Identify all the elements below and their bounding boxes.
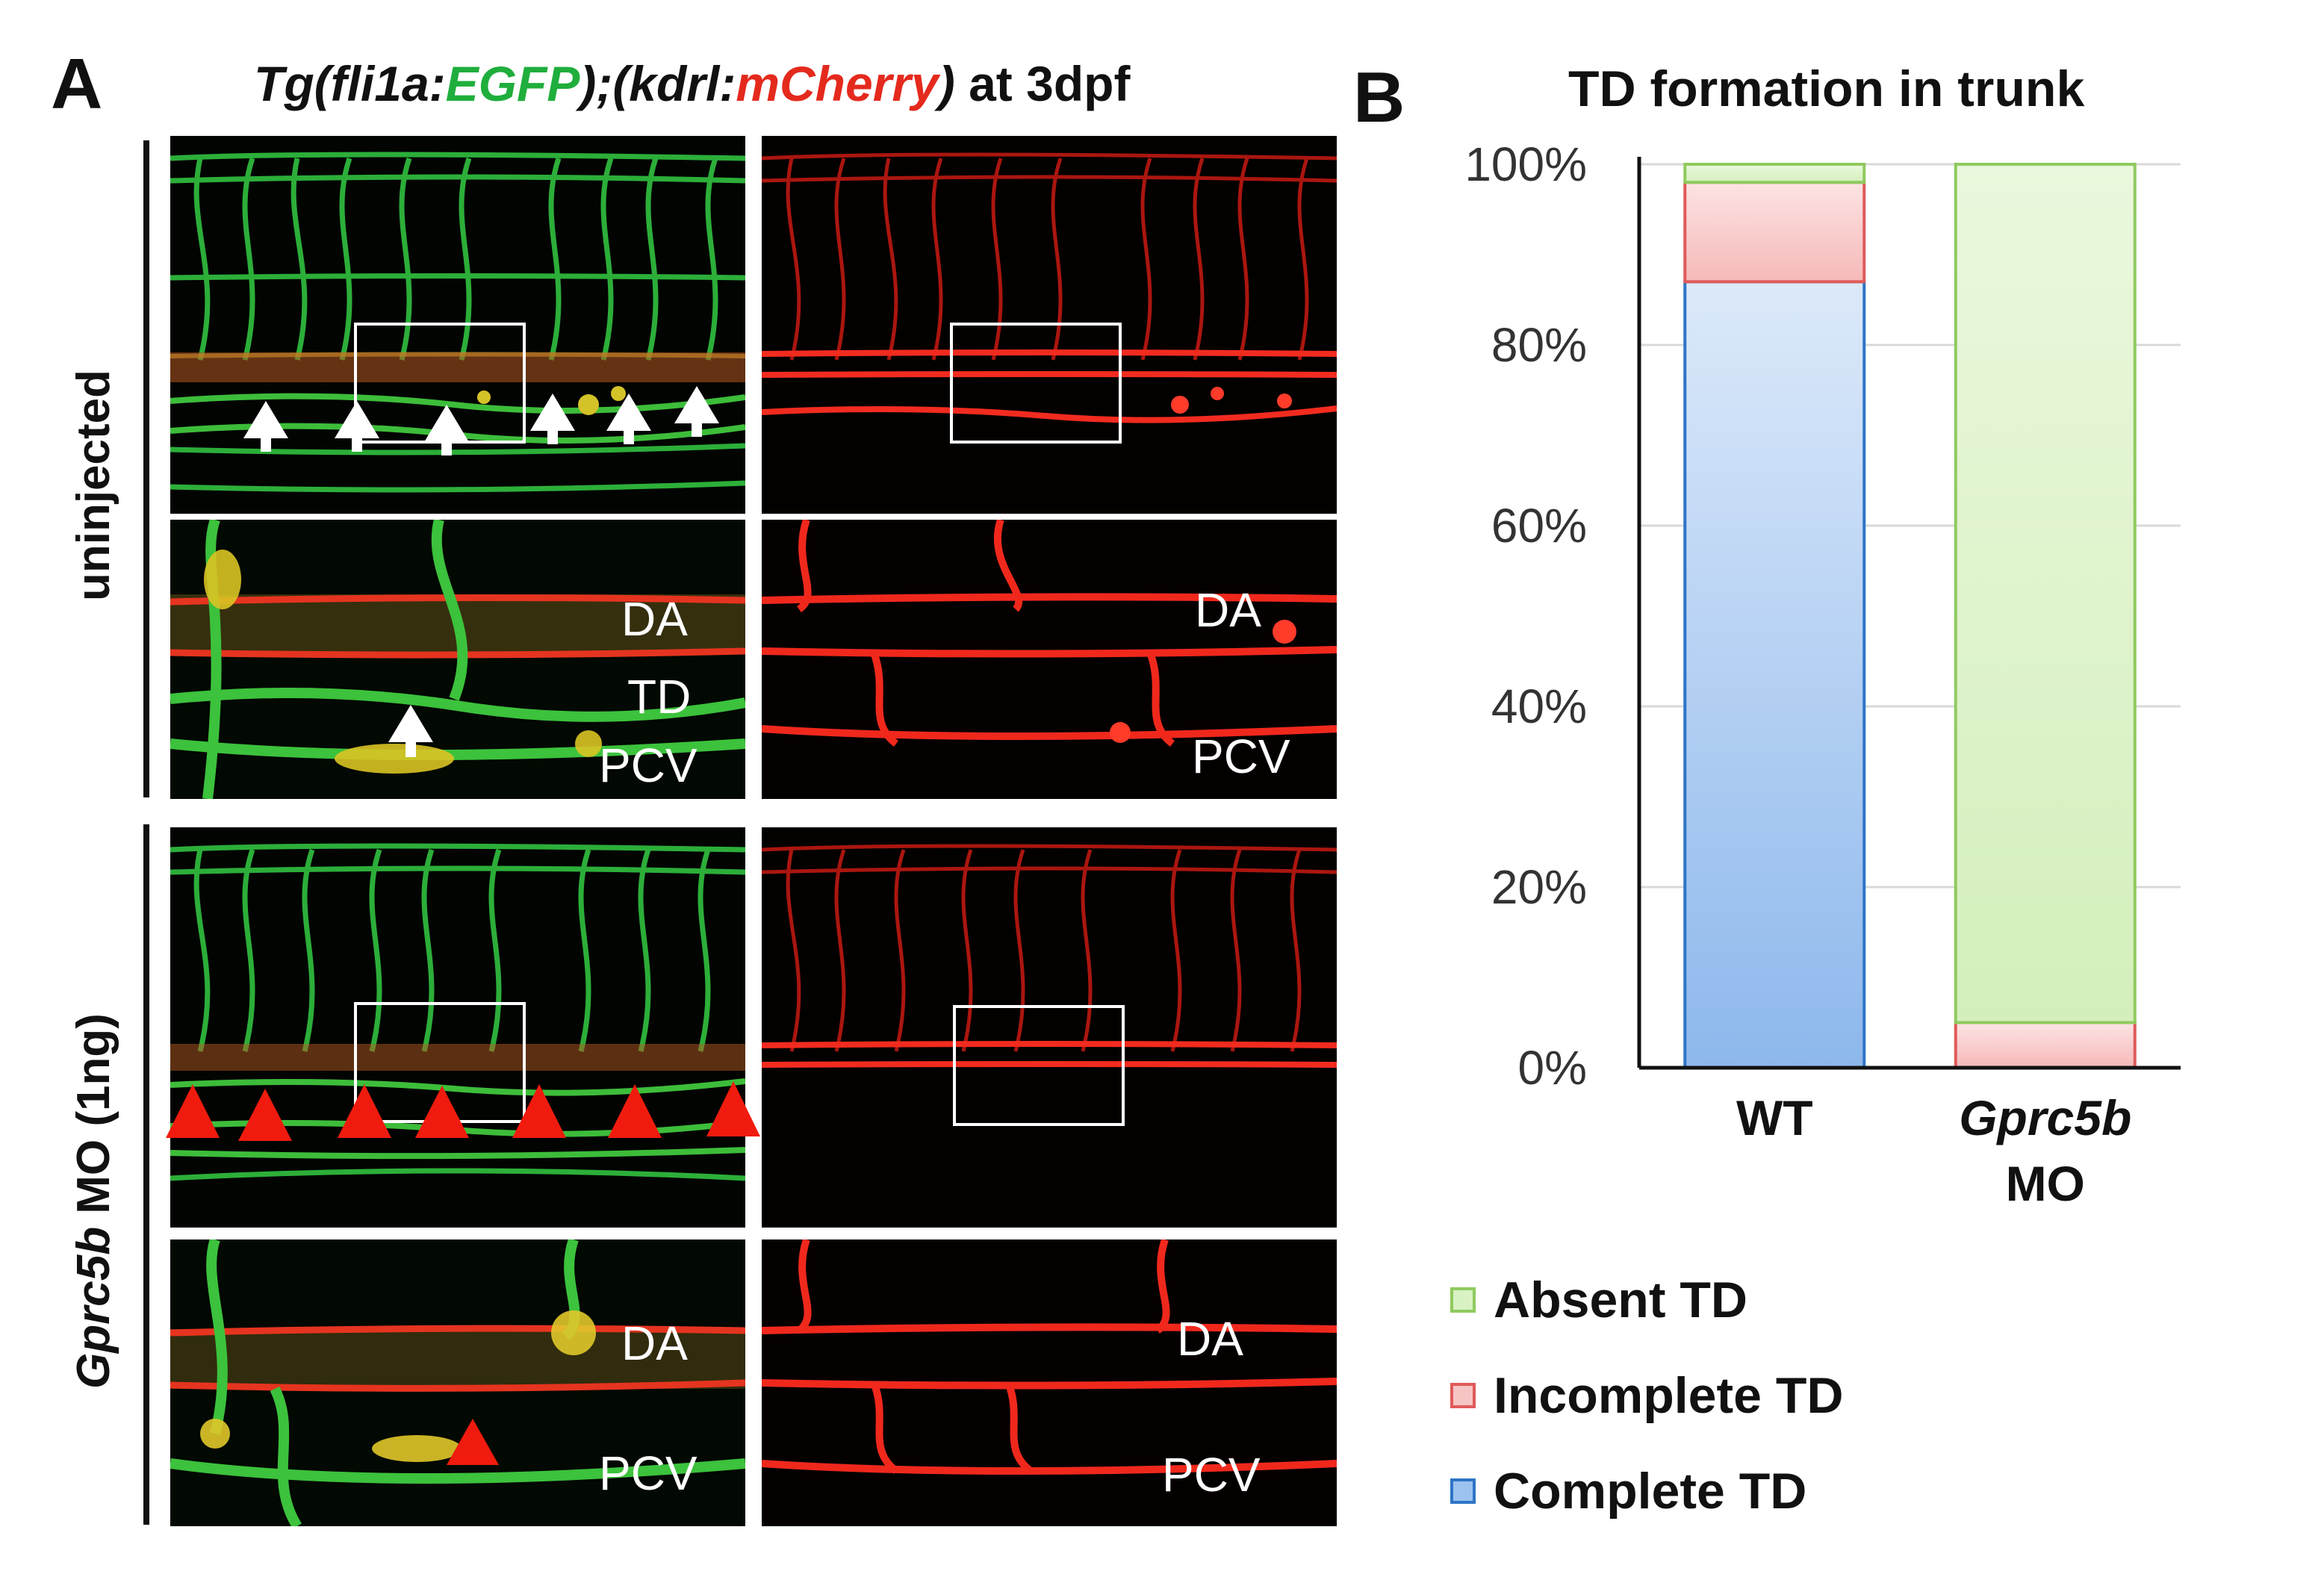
y-tick-label: 20%	[1491, 860, 1587, 914]
arrowhead-white	[606, 394, 651, 431]
micrograph-uninjected-merge-zoom: DA TD PCV	[170, 520, 745, 799]
micrograph-mo-mcherry-zoom: DA PCV	[762, 1239, 1337, 1526]
label-da: DA	[1195, 583, 1261, 637]
bar-segment-complete	[1683, 280, 1866, 1069]
panel-b-letter: B	[1353, 57, 1405, 137]
y-tick-label: 60%	[1491, 499, 1587, 553]
x-category-label: Gprc5b	[1959, 1090, 2131, 1145]
arrowhead-white	[243, 401, 288, 438]
row-bracket-mo	[143, 824, 149, 1525]
row-label-mo-rest: MO (1ng)	[68, 1013, 119, 1227]
row-label-uninjected: uninjected	[68, 369, 119, 602]
arrowhead-red	[338, 1084, 391, 1138]
row-label-mo: Gprc5b MO (1ng)	[67, 1013, 127, 1389]
label-td: TD	[627, 670, 692, 724]
micrograph-mo-merge	[170, 827, 745, 1228]
title-mid: );(kdrl:	[580, 56, 736, 111]
legend-label-absent: Absent TD	[1494, 1272, 1747, 1328]
micrograph-mo-merge-zoom: DA PCV	[170, 1239, 745, 1526]
legend-item-absent: Absent TD	[1450, 1272, 1747, 1328]
arrowhead-red	[415, 1086, 469, 1138]
arrowhead-red	[238, 1089, 292, 1141]
label-pcv: PCV	[599, 738, 697, 792]
row-label-mo-gene: Gprc5b	[68, 1226, 119, 1389]
x-category-label: MO	[2006, 1156, 2085, 1211]
label-pcv: PCV	[1162, 1448, 1261, 1502]
arrowhead-red	[608, 1084, 662, 1138]
red-arrowheads-row	[166, 1081, 760, 1141]
stacked-bar-chart: 0% 20% 40% 60% 80% 100% WT Gprc5b MO	[1464, 137, 2181, 1211]
y-tick-label: 0%	[1518, 1041, 1588, 1095]
arrowhead-red	[706, 1081, 760, 1136]
arrowhead-white	[530, 394, 575, 431]
bar-segment-absent	[1683, 163, 1866, 184]
bar-segment-incomplete	[1954, 1021, 2137, 1069]
arrowhead-white	[335, 401, 379, 438]
legend-label-incomplete: Incomplete TD	[1494, 1367, 1844, 1424]
arrowhead-white	[424, 405, 469, 442]
label-pcv: PCV	[1192, 730, 1290, 783]
micrograph-uninjected-mcherry	[762, 136, 1337, 514]
title-close: )	[938, 56, 955, 111]
micrograph-uninjected-mcherry-zoom: DA PCV	[762, 520, 1337, 799]
arrowhead-white	[674, 386, 719, 423]
micrograph-uninjected-merge	[170, 136, 745, 514]
panel-a-letter: A	[51, 44, 103, 124]
chart-title: TD formation in trunk	[1568, 60, 2085, 117]
x-category-label: WT	[1736, 1090, 1813, 1145]
row-bracket-uninjected	[143, 140, 149, 797]
title-prefix: Tg(fli1a:	[254, 56, 446, 111]
label-da: DA	[621, 592, 688, 646]
y-tick-label: 100%	[1464, 137, 1587, 191]
legend-swatch-absent	[1450, 1287, 1476, 1313]
arrowhead-red	[447, 1419, 499, 1465]
label-pcv: PCV	[599, 1446, 697, 1500]
label-da: DA	[1177, 1312, 1243, 1366]
arrowhead-red	[512, 1084, 566, 1138]
title-mcherry: mCherry	[736, 56, 939, 111]
legend-swatch-incomplete	[1450, 1383, 1476, 1408]
legend-item-incomplete: Incomplete TD	[1450, 1367, 1844, 1424]
label-da: DA	[621, 1316, 688, 1370]
bar-segment-incomplete	[1683, 181, 1866, 284]
legend-label-complete: Complete TD	[1494, 1463, 1807, 1520]
bar-segment-absent	[1954, 163, 2137, 1024]
title-egfp: EGFP	[445, 56, 580, 111]
title-suffix: at 3dpf	[954, 56, 1131, 111]
arrowhead-red	[166, 1084, 220, 1138]
arrowhead-white	[388, 705, 433, 742]
legend-swatch-complete	[1450, 1478, 1476, 1504]
panel-a-title: Tg(fli1a:EGFP);(kdrl:mCherry) at 3dpf	[254, 55, 1130, 112]
y-tick-label: 80%	[1491, 318, 1587, 372]
y-tick-label: 40%	[1491, 679, 1587, 733]
micrograph-mo-mcherry	[762, 827, 1337, 1228]
legend-item-complete: Complete TD	[1450, 1463, 1807, 1520]
